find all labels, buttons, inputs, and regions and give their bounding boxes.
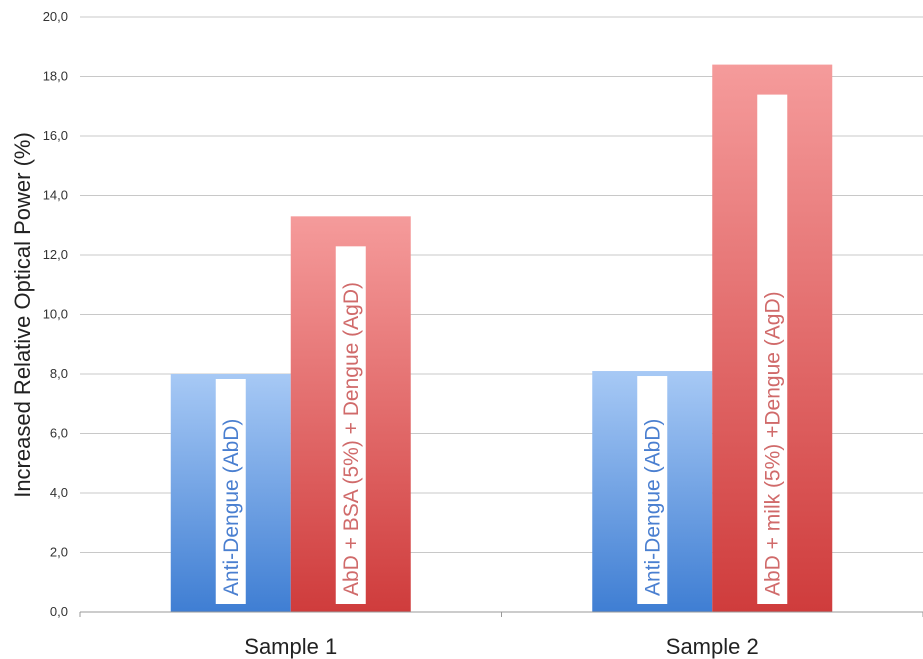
- y-tick-label: 4,0: [50, 485, 68, 500]
- x-category-label: Sample 2: [666, 634, 759, 659]
- bar-data-label: Anti-Dengue (AbD): [641, 419, 664, 596]
- y-tick-label: 12,0: [43, 247, 68, 262]
- bar-label-box: [637, 376, 668, 604]
- y-tick-label: 20,0: [43, 9, 68, 24]
- x-axis: [79, 611, 923, 617]
- y-tick-labels: 0,0 2,0 4,0 6,0 8,0 10,0 12,0 14,0 16,0 18,0 20,0: [43, 9, 68, 619]
- y-tick-label: 6,0: [50, 426, 68, 441]
- bar-label-box: [215, 379, 246, 604]
- bars: [170, 64, 833, 613]
- bar-label-box: [757, 94, 788, 604]
- y-tick-label: 2,0: [50, 545, 68, 560]
- bar-labels: Anti-Dengue (AbD) AbD + BSA (5%) + Dengue…: [215, 94, 788, 604]
- bar-label-box: [335, 246, 366, 604]
- bar-data-label: AbD + milk (5%) +Dengue (AgD): [761, 291, 784, 596]
- x-category-label: Sample 1: [244, 634, 337, 659]
- y-tick-label: 8,0: [50, 366, 68, 381]
- y-axis-title: Increased Relative Optical Power (%): [10, 132, 35, 498]
- y-tick-label: 18,0: [43, 69, 68, 84]
- category-labels: Sample 1 Sample 2: [244, 634, 758, 659]
- y-tick-label: 16,0: [43, 128, 68, 143]
- bar-data-label: Anti-Dengue (AbD): [220, 419, 243, 596]
- y-tick-label: 10,0: [43, 307, 68, 322]
- y-tick-label: 0,0: [50, 604, 68, 619]
- bar-data-label: AbD + BSA (5%) + Dengue (AgD): [340, 282, 363, 596]
- y-tick-label: 14,0: [43, 188, 68, 203]
